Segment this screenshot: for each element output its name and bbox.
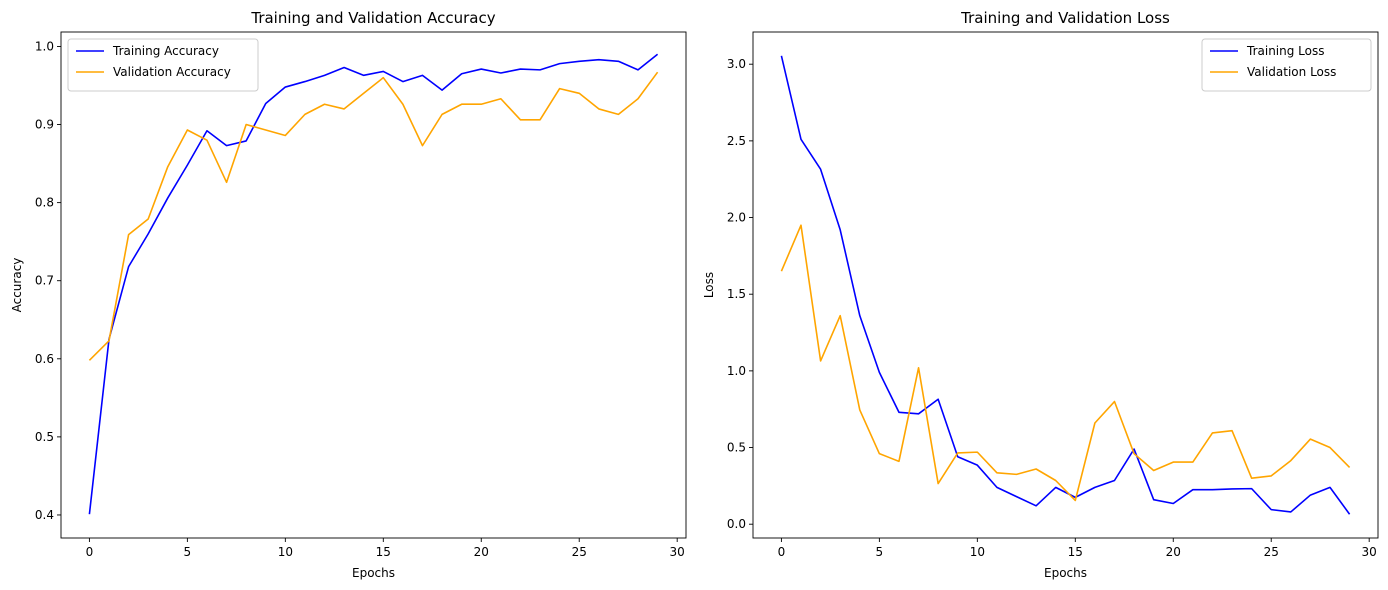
x-tick-label: 5 [876,545,884,559]
legend-box [1201,38,1372,92]
loss-axes-frame [752,31,1379,539]
series-line-training-accuracy [88,53,659,515]
loss-y-axis-label: Loss [702,272,716,298]
y-tick-label: 0.6 [35,352,54,366]
y-tick-label: 3.0 [727,57,746,71]
loss-legend: Training Loss Validation Loss [1201,38,1372,92]
series-line-validation-accuracy [88,71,659,361]
legend-entry: Validation Accuracy [113,65,231,79]
y-tick-label: 1.5 [727,287,746,301]
y-tick-label: 1.0 [35,39,54,53]
y-tick-label: 0.0 [727,517,746,531]
accuracy-chart-title: Training and Validation Accuracy [250,9,495,27]
y-tick-label: 0.4 [35,508,54,522]
series-line-validation-loss [780,224,1351,502]
y-tick-label: 0.9 [35,118,54,132]
y-tick-label: 0.8 [35,196,54,210]
accuracy-legend: Training Accuracy Validation Accuracy [67,38,259,92]
y-tick-label: 0.5 [727,441,746,455]
loss-x-axis-label: Epochs [1044,566,1087,580]
x-tick-label: 25 [572,545,587,559]
legend-entry: Training Accuracy [112,44,219,58]
y-tick-label: 0.5 [35,430,54,444]
y-tick-label: 1.0 [727,364,746,378]
x-tick-label: 5 [184,545,192,559]
legend-entry: Validation Loss [1247,65,1336,79]
x-tick-label: 15 [376,545,391,559]
x-tick-label: 20 [474,545,489,559]
legend-entry: Training Loss [1246,44,1324,58]
accuracy-y-axis-label: Accuracy [10,258,24,313]
y-tick-label: 0.7 [35,274,54,288]
x-tick-label: 20 [1166,545,1181,559]
accuracy-axes-frame [60,31,687,539]
accuracy-x-axis-label: Epochs [352,566,395,580]
x-tick-label: 10 [970,545,985,559]
y-tick-label: 2.5 [727,134,746,148]
x-tick-label: 15 [1068,545,1083,559]
x-tick-label: 30 [1362,545,1377,559]
series-line-training-loss [780,55,1351,515]
x-tick-label: 30 [670,545,685,559]
loss-chart: Training and Validation Loss 0 5 10 15 20 25 30… [702,9,1379,580]
accuracy-chart: Training and Validation Accuracy 0 5 10 15 20… [10,9,687,580]
x-tick-label: 25 [1264,545,1279,559]
legend-box [67,38,259,92]
y-tick-label: 2.0 [727,211,746,225]
x-tick-label: 10 [278,545,293,559]
x-tick-label: 0 [778,545,786,559]
loss-chart-title: Training and Validation Loss [960,9,1170,27]
x-tick-label: 0 [86,545,94,559]
